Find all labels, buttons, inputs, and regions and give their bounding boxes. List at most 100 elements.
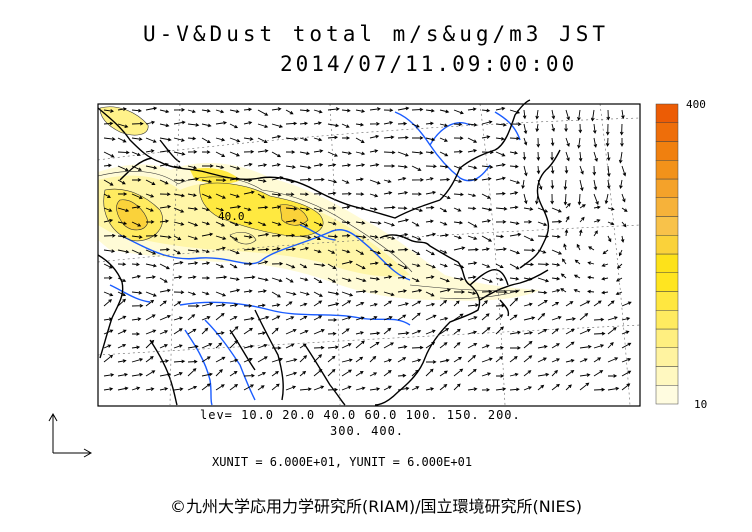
wind-vector bbox=[145, 106, 158, 111]
wind-vector bbox=[341, 179, 350, 184]
wind-vector bbox=[467, 291, 477, 295]
wind-vector bbox=[117, 291, 127, 297]
wind-vector bbox=[619, 179, 623, 190]
wind-vector bbox=[565, 202, 571, 209]
wind-vector bbox=[397, 206, 408, 211]
wind-vector bbox=[383, 370, 392, 377]
wind-vector bbox=[131, 151, 141, 157]
wind-vector bbox=[383, 327, 392, 335]
wind-vector bbox=[453, 383, 461, 391]
wind-vector bbox=[588, 246, 595, 251]
wind-vector bbox=[411, 369, 419, 377]
wind-vector bbox=[509, 372, 519, 377]
wind-vector bbox=[607, 207, 615, 211]
wind-vector bbox=[467, 177, 478, 182]
wind-vector bbox=[187, 123, 200, 127]
wind-vector bbox=[509, 314, 518, 321]
wind-vector bbox=[257, 356, 268, 363]
wind-vector bbox=[551, 358, 560, 363]
wind-vector bbox=[187, 150, 198, 154]
wind-vector bbox=[411, 386, 420, 391]
wind-vector bbox=[145, 233, 158, 238]
wind-vector bbox=[327, 387, 339, 392]
wind-vector bbox=[383, 275, 393, 279]
wind-vector bbox=[257, 289, 267, 293]
wind-vector bbox=[341, 123, 350, 128]
wind-vector bbox=[453, 136, 464, 140]
wind-vector bbox=[579, 216, 585, 223]
wind-vector bbox=[369, 179, 381, 185]
wind-vector bbox=[145, 275, 156, 279]
wind-vector bbox=[592, 165, 597, 176]
wind-vector bbox=[579, 382, 590, 391]
wind-vector bbox=[551, 249, 563, 255]
wind-vector bbox=[257, 371, 267, 377]
wind-vector bbox=[187, 359, 198, 364]
wind-vector bbox=[453, 277, 464, 281]
wind-vector bbox=[411, 345, 424, 350]
wind-vector bbox=[551, 219, 563, 224]
wind-vector bbox=[201, 372, 213, 377]
wind-vector bbox=[271, 151, 282, 158]
wind-vector bbox=[439, 137, 448, 142]
wind-vector bbox=[411, 312, 421, 321]
wind-vector bbox=[271, 205, 281, 209]
wind-vector bbox=[481, 357, 493, 363]
wind-vector bbox=[509, 330, 521, 335]
wind-vector bbox=[522, 109, 527, 120]
wind-vector bbox=[551, 123, 556, 132]
wind-vector bbox=[118, 192, 128, 196]
wind-vector bbox=[257, 149, 269, 153]
wind-vector bbox=[439, 177, 451, 182]
wind-vector bbox=[355, 192, 365, 196]
wind-vector bbox=[145, 193, 155, 198]
levels-line-1: lev= 10.0 20.0 40.0 60.0 100. 150. 200. bbox=[200, 408, 521, 422]
wind-vector bbox=[523, 355, 533, 363]
wind-vector bbox=[285, 291, 297, 296]
wind-vector bbox=[173, 221, 185, 226]
wind-vector bbox=[523, 137, 528, 146]
wind-vector bbox=[592, 123, 597, 134]
wind-vector bbox=[299, 108, 311, 113]
wind-vector bbox=[551, 315, 562, 321]
wind-vector bbox=[355, 151, 366, 156]
wind-vector bbox=[117, 298, 127, 307]
colorbar-swatch bbox=[655, 216, 679, 236]
wind-vector bbox=[271, 163, 281, 167]
wind-vector bbox=[285, 371, 298, 377]
wind-vector bbox=[593, 151, 598, 162]
wind-vector bbox=[579, 344, 592, 349]
wind-vector bbox=[369, 331, 381, 336]
wind-vector bbox=[384, 164, 396, 168]
wind-vector bbox=[397, 345, 408, 349]
wind-vector bbox=[523, 302, 533, 307]
wind-vector bbox=[271, 192, 282, 197]
wind-vector bbox=[145, 291, 157, 297]
wind-vector bbox=[369, 134, 380, 139]
wind-vector bbox=[495, 123, 507, 127]
wind-vector bbox=[257, 260, 269, 265]
wind-vector bbox=[215, 303, 226, 307]
wind-vector bbox=[453, 207, 462, 212]
wind-vector bbox=[453, 313, 464, 321]
wind-vector bbox=[257, 331, 267, 335]
colorbar-swatch bbox=[655, 141, 679, 161]
wind-vector bbox=[607, 179, 611, 190]
wind-vector bbox=[355, 109, 366, 113]
wind-vector bbox=[285, 150, 296, 154]
wind-vector bbox=[159, 123, 170, 128]
wind-vector bbox=[229, 109, 240, 114]
wind-vector bbox=[565, 215, 570, 223]
wind-vector bbox=[453, 300, 460, 307]
wind-vector bbox=[565, 341, 575, 349]
wind-vector bbox=[187, 193, 197, 197]
wind-vector bbox=[537, 290, 548, 295]
wind-vector bbox=[271, 123, 284, 128]
wind-vector bbox=[243, 357, 253, 363]
wind-vector bbox=[243, 121, 253, 125]
wind-vector bbox=[117, 262, 127, 267]
wind-vector bbox=[159, 219, 170, 224]
wind-vector bbox=[103, 137, 116, 141]
wind-vector bbox=[593, 317, 605, 322]
wind-vector bbox=[523, 248, 536, 253]
